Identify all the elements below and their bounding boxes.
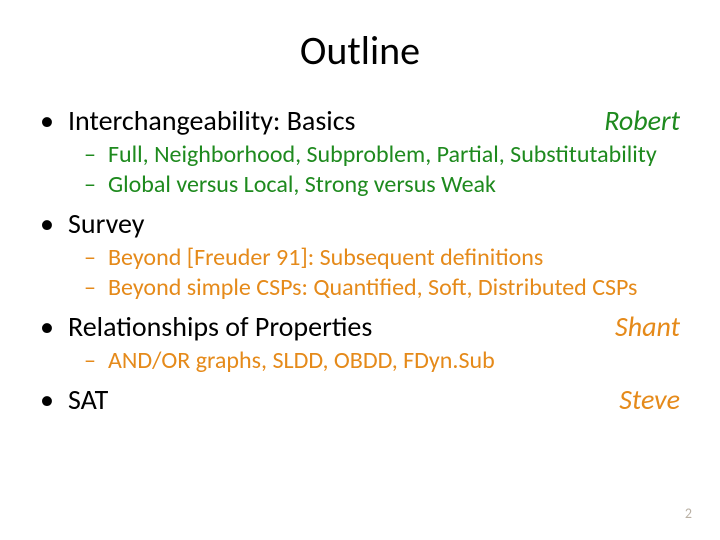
bullet-icon: • <box>40 310 54 344</box>
section-survey: • Survey – Beyond [Freuder 91]: Subseque… <box>40 206 680 303</box>
sub-text: Full, Neighborhood, Subproblem, Partial,… <box>108 140 657 170</box>
section-heading: Survey <box>68 206 144 241</box>
sub-list: – Beyond [Freuder 91]: Subsequent defini… <box>40 243 680 303</box>
slide-title: Outline <box>40 26 680 75</box>
sub-text: Beyond simple CSPs: Quantified, Soft, Di… <box>108 273 637 303</box>
section-sat: • SAT Steve <box>40 382 680 417</box>
page-number: 2 <box>685 505 692 522</box>
sub-item: – Full, Neighborhood, Subproblem, Partia… <box>84 140 680 170</box>
dash-icon: – <box>84 273 98 303</box>
section-row: • SAT Steve <box>40 382 680 417</box>
slide: Outline • Interchangeability: Basics Rob… <box>0 0 720 540</box>
section-heading: Relationships of Properties <box>68 309 372 344</box>
section-lead: • Relationships of Properties <box>40 309 372 344</box>
sub-list: – Full, Neighborhood, Subproblem, Partia… <box>40 140 680 200</box>
bullet-icon: • <box>40 104 54 138</box>
dash-icon: – <box>84 243 98 273</box>
outline-list: • Interchangeability: Basics Robert – Fu… <box>40 103 680 417</box>
section-relationships: • Relationships of Properties Shant – AN… <box>40 309 680 376</box>
section-lead: • Survey <box>40 206 144 241</box>
section-heading: Interchangeability: Basics <box>68 103 356 138</box>
sub-text: Global versus Local, Strong versus Weak <box>108 170 496 200</box>
sub-text: Beyond [Freuder 91]: Subsequent definiti… <box>108 243 543 273</box>
section-lead: • Interchangeability: Basics <box>40 103 356 138</box>
sub-item: – AND/OR graphs, SLDD, OBDD, FDyn.Sub <box>84 346 680 376</box>
section-row: • Interchangeability: Basics Robert <box>40 103 680 138</box>
dash-icon: – <box>84 140 98 170</box>
section-row: • Survey <box>40 206 680 241</box>
dash-icon: – <box>84 170 98 200</box>
section-heading: SAT <box>68 382 108 417</box>
section-row: • Relationships of Properties Shant <box>40 309 680 344</box>
sub-item: – Beyond simple CSPs: Quantified, Soft, … <box>84 273 680 303</box>
presenter-name: Robert <box>584 103 680 138</box>
section-interchangeability: • Interchangeability: Basics Robert – Fu… <box>40 103 680 200</box>
sub-item: – Global versus Local, Strong versus Wea… <box>84 170 680 200</box>
sub-list: – AND/OR graphs, SLDD, OBDD, FDyn.Sub <box>40 346 680 376</box>
dash-icon: – <box>84 346 98 376</box>
presenter-name: Steve <box>599 382 680 417</box>
presenter-name: Shant <box>595 309 680 344</box>
section-lead: • SAT <box>40 382 108 417</box>
bullet-icon: • <box>40 207 54 241</box>
sub-item: – Beyond [Freuder 91]: Subsequent defini… <box>84 243 680 273</box>
bullet-icon: • <box>40 383 54 417</box>
sub-text: AND/OR graphs, SLDD, OBDD, FDyn.Sub <box>108 346 495 376</box>
